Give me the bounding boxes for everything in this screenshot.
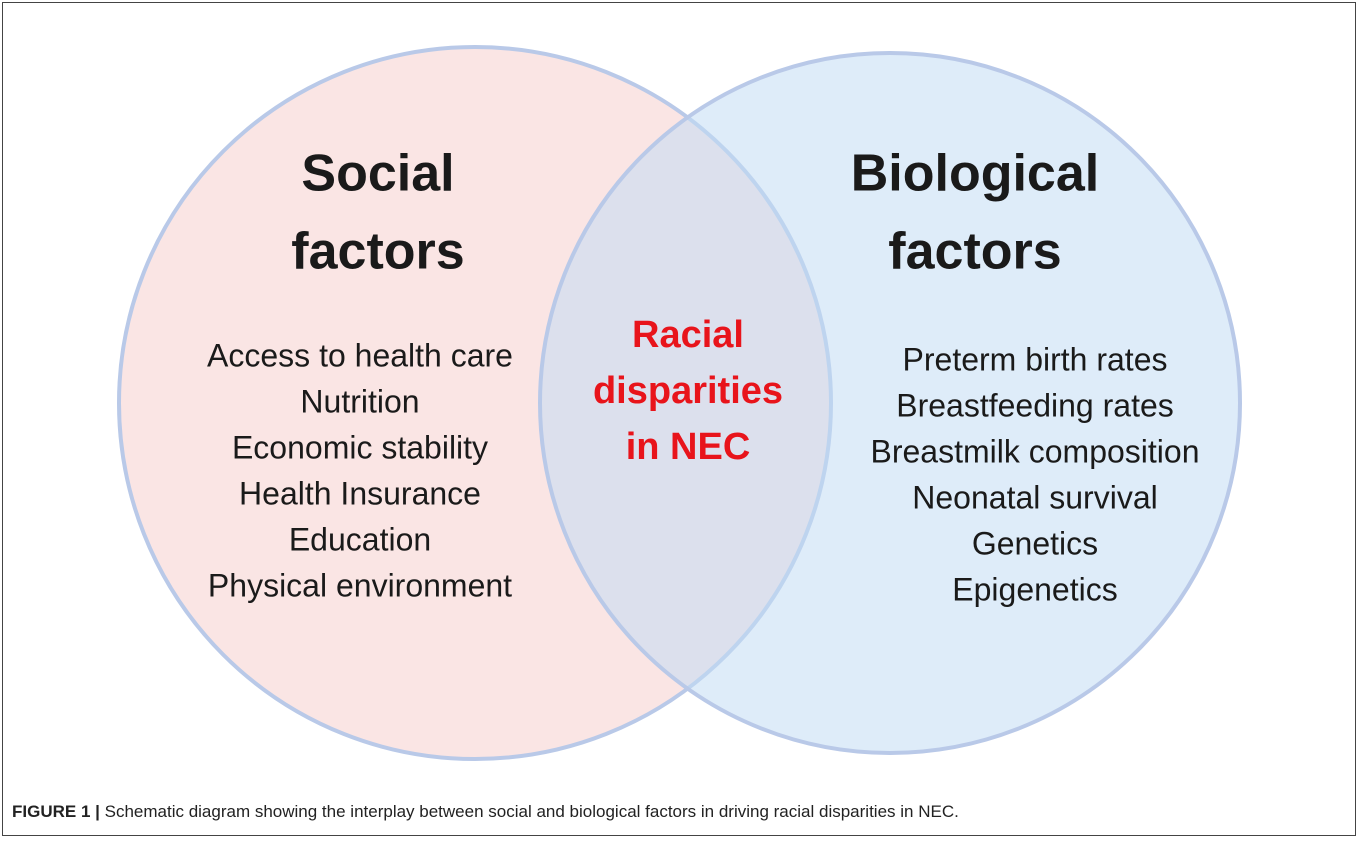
left-title: factors <box>291 223 464 281</box>
labels: Social factors Access to health care Nutrit… <box>207 145 1199 608</box>
right-title: factors <box>888 223 1061 281</box>
center-label: disparities <box>593 370 783 412</box>
left-item: Health Insurance <box>239 475 481 511</box>
left-item: Economic stability <box>232 429 488 465</box>
left-item: Access to health care <box>207 337 513 373</box>
center-label: Racial <box>632 314 744 356</box>
caption-label: FIGURE 1 | <box>12 802 100 821</box>
caption: FIGURE 1 | Schematic diagram showing the… <box>12 802 959 821</box>
center-label: in NEC <box>626 426 751 468</box>
right-item: Genetics <box>972 525 1098 561</box>
right-item: Breastfeeding rates <box>896 387 1174 423</box>
right-item: Neonatal survival <box>912 479 1157 515</box>
right-item: Breastmilk composition <box>871 433 1200 469</box>
left-item: Physical environment <box>208 567 512 603</box>
left-title: Social <box>301 145 454 203</box>
right-item: Preterm birth rates <box>903 341 1168 377</box>
right-item: Epigenetics <box>952 571 1117 607</box>
right-circle <box>538 51 1242 755</box>
caption-text: Schematic diagram showing the interplay … <box>100 802 959 821</box>
left-item: Nutrition <box>300 383 419 419</box>
left-item: Education <box>289 521 431 557</box>
right-title: Biological <box>851 145 1099 203</box>
